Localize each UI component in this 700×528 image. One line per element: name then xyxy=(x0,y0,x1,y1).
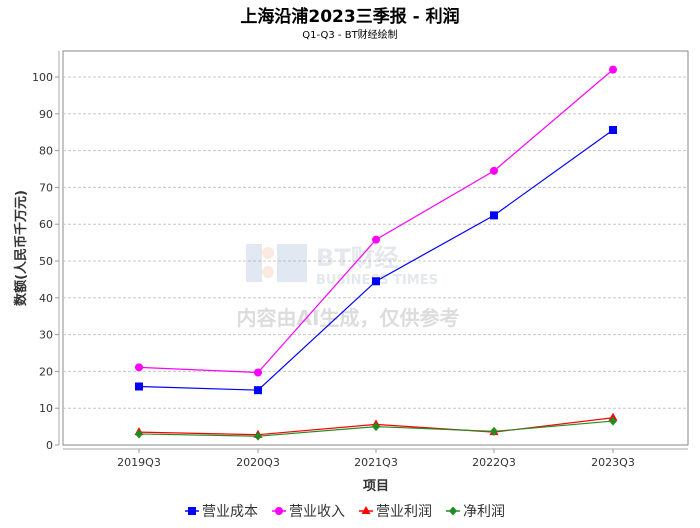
legend-label: 营业利润 xyxy=(376,504,432,520)
x-tick-label: 2019Q3 xyxy=(117,456,161,469)
y-tick-label: 40 xyxy=(39,292,53,305)
y-tick-label: 20 xyxy=(39,365,53,378)
y-tick-label: 90 xyxy=(39,108,53,121)
y-tick-label: 10 xyxy=(39,402,53,415)
plot-area xyxy=(62,50,689,446)
watermark-logo-dot xyxy=(262,266,274,278)
legend-marker-icon xyxy=(188,507,196,515)
data-point xyxy=(254,431,262,441)
legend: 营业成本 营业收入 营业利润 净利润 xyxy=(185,504,505,520)
watermark: BT财经 BUSINESS TIMES 内容由AI生成，仅供参考 xyxy=(237,244,460,330)
series-3 xyxy=(135,416,617,441)
data-point xyxy=(609,125,617,134)
watermark-brand: BT财经 xyxy=(316,244,399,272)
series-0 xyxy=(135,125,617,395)
legend-item[interactable]: 营业成本 xyxy=(185,504,258,520)
data-point xyxy=(254,368,262,377)
watermark-logo xyxy=(277,244,307,282)
legend-label: 净利润 xyxy=(463,504,505,520)
x-tick-label: 2022Q3 xyxy=(472,456,516,469)
data-point xyxy=(490,211,498,220)
data-point xyxy=(609,65,617,74)
legend-label: 营业成本 xyxy=(202,504,258,520)
y-tick-label: 50 xyxy=(39,255,53,268)
watermark-logo xyxy=(246,244,262,282)
data-point xyxy=(490,426,498,436)
y-tick-label: 60 xyxy=(39,218,53,231)
legend-item[interactable]: 营业利润 xyxy=(359,504,432,520)
watermark-notice: 内容由AI生成，仅供参考 xyxy=(237,306,460,330)
y-tick-label: 0 xyxy=(46,439,53,452)
legend-item[interactable]: 营业收入 xyxy=(272,504,345,520)
chart-subtitle: Q1-Q3 - BT财经绘制 xyxy=(302,28,397,41)
series-1 xyxy=(135,65,617,377)
x-tick-label: 2021Q3 xyxy=(354,456,398,469)
data-point xyxy=(254,386,262,395)
series-group xyxy=(134,65,618,441)
watermark-logo-dot xyxy=(262,247,274,259)
data-point xyxy=(609,416,617,426)
legend-label: 营业收入 xyxy=(289,504,345,520)
x-tick-label: 2020Q3 xyxy=(236,456,280,469)
data-point xyxy=(135,363,143,372)
x-tick-labels: 2019Q3 2020Q3 2021Q3 2022Q3 2023Q3 xyxy=(117,449,635,469)
y-tick-label: 80 xyxy=(39,145,53,158)
y-tick-labels: 0 10 20 30 40 50 60 70 80 90 100 xyxy=(32,71,59,452)
data-point xyxy=(135,382,143,391)
data-point xyxy=(372,277,380,286)
data-point xyxy=(372,235,380,244)
data-point xyxy=(372,422,380,432)
y-tick-label: 70 xyxy=(39,181,53,194)
data-point xyxy=(135,429,143,439)
x-axis-label: 项目 xyxy=(363,479,389,494)
data-point xyxy=(490,166,498,175)
legend-marker-icon xyxy=(361,506,371,514)
grid-lines xyxy=(63,76,688,409)
legend-marker-icon xyxy=(275,507,283,515)
x-tick-label: 2023Q3 xyxy=(591,456,635,469)
legend-marker-icon xyxy=(449,506,457,516)
y-tick-label: 30 xyxy=(39,329,53,342)
chart-title: 上海沿浦2023三季报 - 利润 xyxy=(240,6,459,27)
y-axis-label: 数额(人民币千万元) xyxy=(13,190,29,306)
legend-item[interactable]: 净利润 xyxy=(446,504,505,520)
y-tick-label: 100 xyxy=(32,71,53,84)
